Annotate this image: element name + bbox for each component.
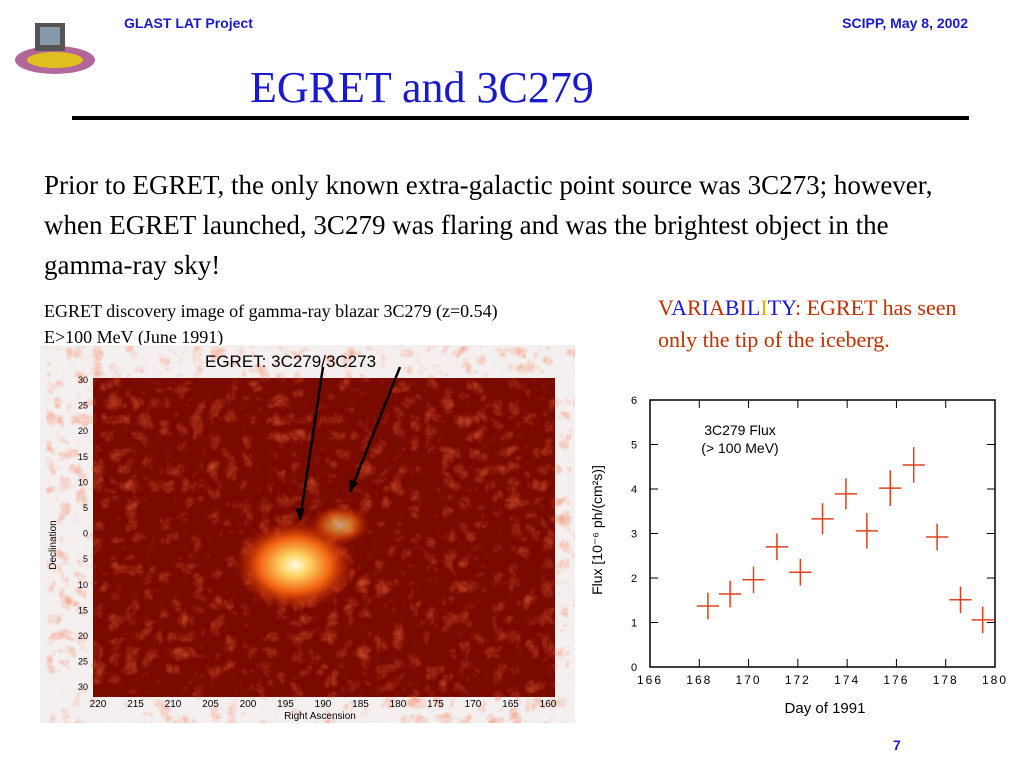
x-tick-label: 180 [390,699,407,710]
caption: EGRET discovery image of gamma-ray blaza… [44,298,498,350]
x-tick-label: 170 [465,699,482,710]
y-axis-label: Declination [48,520,59,569]
y-tick-label: 25 [78,401,88,411]
x-tick-label: 195 [277,699,294,710]
y-tick-label: 5 [83,503,88,513]
caption-line: EGRET discovery image of gamma-ray blaza… [44,301,498,321]
x-tick-label: 180 [982,673,1008,687]
chart-title: 3C279 Flux [704,422,776,438]
variability-letter: A [671,295,687,320]
flux-chart: 0 1 2 3 4 5 6 166 168 170 172 174 176 178 180 Day of 19… [589,395,1008,717]
y-axis-label: Flux [10⁻⁶ ph/(cm²s)] [589,465,605,595]
slide-title: EGRET and 3C279 [250,63,594,112]
variability-letter: L [746,295,761,320]
y-tick-label: 15 [78,605,88,615]
x-tick-label: 165 [502,699,519,710]
y-tick-label: 20 [78,426,88,436]
image-title: EGRET: 3C279/3C273 [205,352,376,371]
x-tick-label: 160 [540,699,557,710]
x-axis-label: Day of 1991 [785,700,866,717]
x-axis-label: Right Ascension [284,711,356,722]
x-tick-label: 175 [427,699,444,710]
variability-letter: B [724,295,740,320]
x-tick-label: 200 [240,699,257,710]
page-number: 7 [893,737,901,753]
variability-text: : EGRET has seen only the tip of the ice… [658,295,957,352]
x-tick-label: 210 [165,699,182,710]
y-tick-label: 5 [83,554,88,564]
x-tick-label: 185 [352,699,369,710]
variability-letter: A [708,295,725,320]
logo [15,23,95,74]
y-tick-label: 10 [78,477,88,487]
x-tick-label: 168 [686,673,712,687]
variability-letter: T [767,295,782,320]
x-tick-label: 205 [202,699,219,710]
x-tick-label: 190 [315,699,332,710]
x-tick-label: 178 [933,673,959,687]
y-tick-label: 0 [83,529,88,539]
x-tick-label: 172 [785,673,811,687]
x-tick-label: 166 [637,673,663,687]
caption-line: E>100 MeV (June 1991) [44,327,224,347]
variability-letter: V [658,295,672,320]
body-text: Prior to EGRET, the only known extra-gal… [44,170,933,280]
y-tick-label: 3 [631,529,637,541]
chart-title: (> 100 MeV) [701,440,778,456]
x-tick-label: 215 [127,699,144,710]
header-left: GLAST LAT Project [124,15,253,31]
y-tick-label: 30 [78,682,88,692]
x-tick-label: 174 [834,673,860,687]
y-tick-label: 1 [631,618,637,630]
variability-letter: I [701,295,709,320]
y-tick-label: 10 [78,580,88,590]
x-tick-label: 170 [736,673,762,687]
title-rule [72,116,969,120]
y-tick-label: 30 [78,375,88,385]
variability-letter: Y [781,295,795,320]
x-tick-label: 220 [90,699,107,710]
y-tick-label: 20 [78,631,88,641]
y-tick-label: 2 [631,573,637,585]
y-tick-label: 6 [631,395,637,407]
y-tick-label: 4 [631,484,637,496]
variability-note: VARIABILITY: EGRET has seen only the tip… [658,292,988,356]
y-tick-label: 5 [631,440,637,452]
header-right: SCIPP, May 8, 2002 [842,15,968,31]
y-tick-label: 25 [78,657,88,667]
y-tick-label: 15 [78,452,88,462]
variability-letter: I [760,295,768,320]
variability-letter: R [686,295,702,320]
variability-letter: I [739,295,747,320]
x-tick-label: 176 [883,673,909,687]
egret-image: EGRET: 3C279/3C273 30 25 20 15 10 5 0 5 10 15 20 25 3… [40,345,575,723]
y-tick-label: 0 [631,662,637,674]
